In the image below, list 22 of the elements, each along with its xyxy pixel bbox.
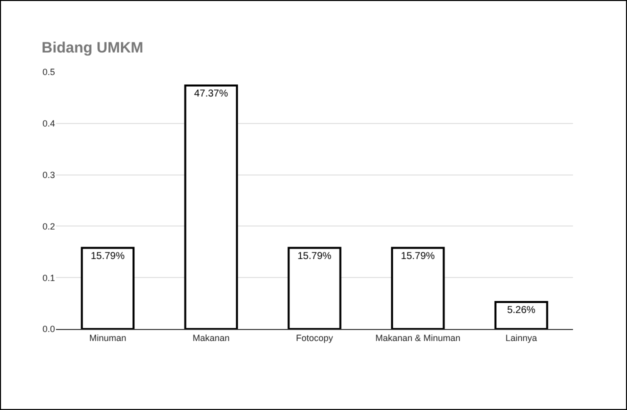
x-tick-label: Fotocopy — [296, 332, 334, 343]
y-tick-label: 0.5 — [42, 67, 55, 78]
data-label: 47.37% — [194, 88, 228, 100]
x-tick-label: Makanan — [192, 332, 230, 343]
y-tick-label: 0.4 — [42, 118, 55, 129]
y-tick-label: 0.1 — [42, 272, 55, 283]
bar — [184, 84, 238, 329]
data-label: 15.79% — [297, 250, 332, 262]
bar — [288, 246, 342, 329]
data-label: 15.79% — [400, 250, 435, 262]
chart-title: Bidang UMKM — [42, 39, 144, 56]
x-tick-label: Lainnya — [506, 332, 538, 343]
y-tick-label: 0.0 — [42, 324, 55, 334]
bar — [494, 300, 548, 329]
y-tick-label: 0.3 — [42, 170, 55, 180]
data-label: 5.26% — [507, 304, 536, 316]
x-tick-label: Makanan & Minuman — [375, 332, 460, 343]
y-tick-label: 0.2 — [42, 221, 55, 232]
bar — [80, 246, 135, 329]
bar — [391, 246, 445, 329]
data-label: 15.79% — [90, 250, 125, 262]
x-tick-label: Minuman — [89, 332, 126, 343]
